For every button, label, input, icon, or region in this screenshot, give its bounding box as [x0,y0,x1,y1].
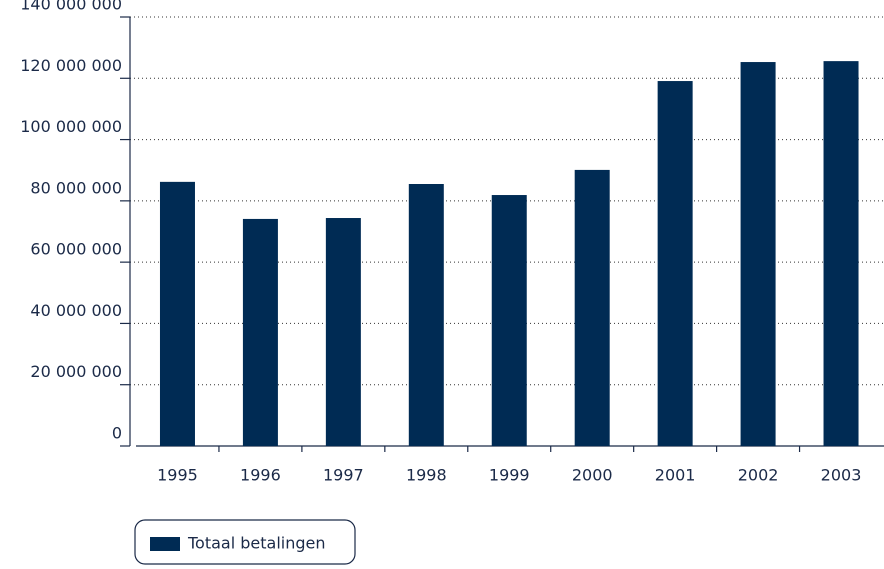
x-tick-label: 1996 [240,466,281,485]
x-tick-label: 2000 [572,466,613,485]
bar [657,81,693,446]
y-tick-label: 80 000 000 [30,178,122,197]
x-tick-label: 1999 [489,466,530,485]
bar [740,62,776,447]
bar [242,218,278,446]
x-tick-label: 1997 [323,466,364,485]
x-tick-label: 1995 [157,466,198,485]
y-tick-label: 0 [112,424,122,443]
bar [491,195,527,446]
y-tick-label: 140 000 000 [20,0,122,14]
x-tick-label: 2001 [655,466,696,485]
legend-box [134,519,356,565]
y-tick-label: 100 000 000 [20,117,122,136]
bar [325,218,361,446]
bar [574,169,610,447]
bar [408,184,444,446]
y-tick-label: 20 000 000 [30,362,122,381]
bar [823,61,859,447]
y-tick-label: 40 000 000 [30,301,122,320]
bar [159,181,195,446]
x-tick-label: 1998 [406,466,447,485]
x-tick-label: 2002 [738,466,779,485]
x-tick-label: 2003 [821,466,862,485]
y-tick-label: 120 000 000 [20,56,122,75]
legend-label: Totaal betalingen [187,534,326,553]
legend-swatch [150,537,180,551]
y-tick-label: 60 000 000 [30,240,122,259]
